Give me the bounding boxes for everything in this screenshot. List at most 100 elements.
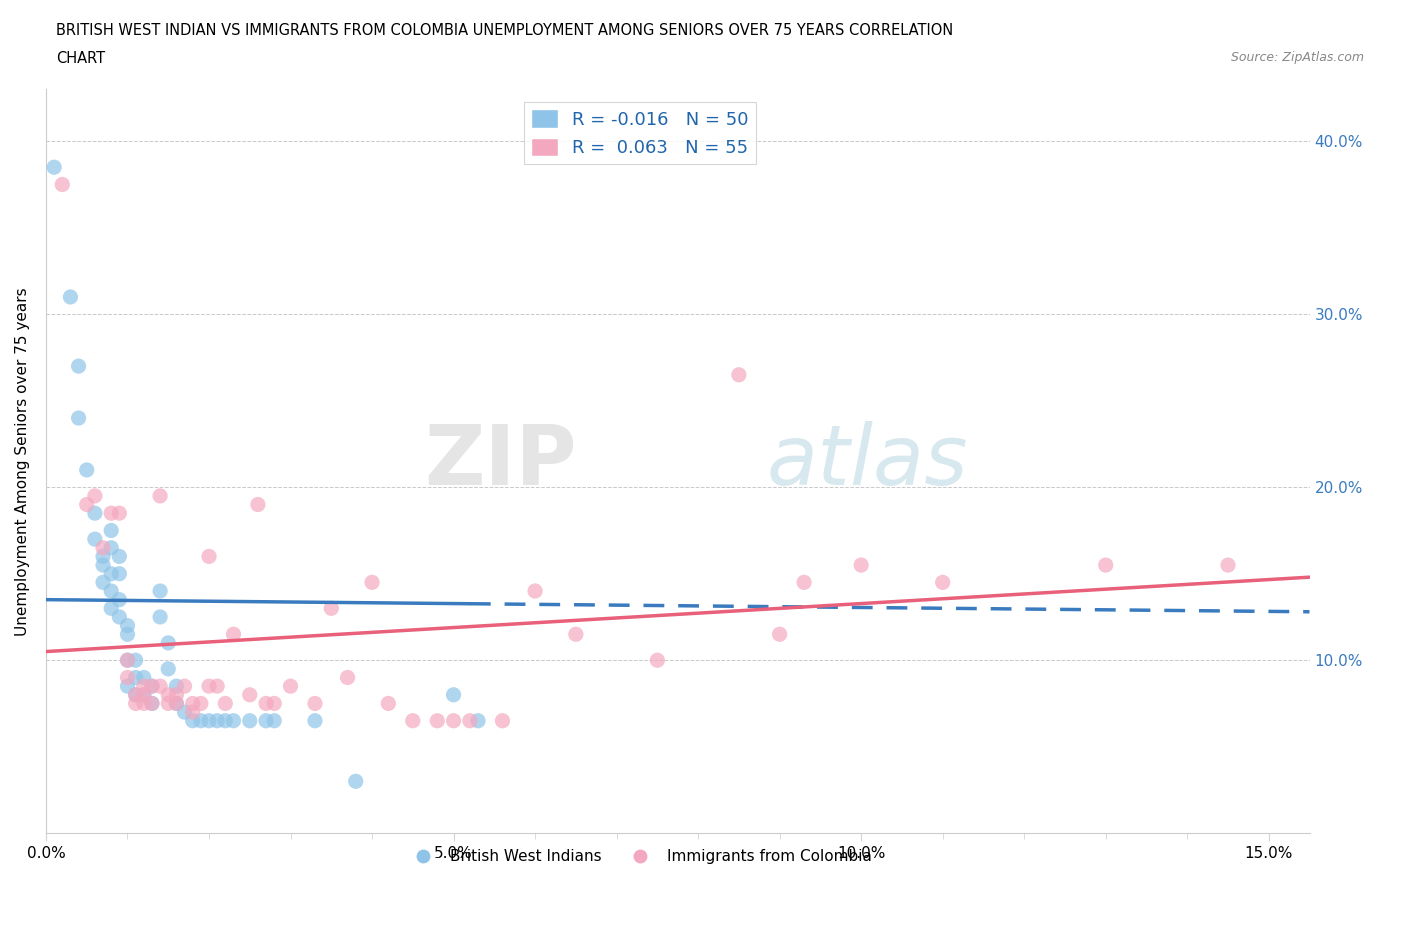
Text: Source: ZipAtlas.com: Source: ZipAtlas.com [1230, 51, 1364, 64]
Point [793, 575, 815, 590]
Point [214, 696, 236, 711]
Point [1216, 558, 1239, 573]
Point [181, 713, 204, 728]
Point [76, 498, 98, 512]
Point [491, 713, 513, 728]
Point [157, 661, 180, 676]
Point [361, 575, 384, 590]
Point [91, 549, 114, 564]
Point [769, 627, 792, 642]
Point [467, 713, 489, 728]
Point [108, 592, 131, 607]
Point [149, 679, 172, 694]
Point [647, 653, 669, 668]
Point [100, 601, 122, 616]
Point [443, 687, 465, 702]
Point [1094, 558, 1116, 573]
Text: CHART: CHART [56, 51, 105, 66]
Point [198, 679, 221, 694]
Point [246, 498, 269, 512]
Point [124, 670, 146, 684]
Point [132, 687, 155, 702]
Point [321, 601, 343, 616]
Point [214, 713, 236, 728]
Point [263, 696, 285, 711]
Point [524, 583, 547, 598]
Point [239, 687, 262, 702]
Point [91, 558, 114, 573]
Point [108, 506, 131, 521]
Point [173, 705, 195, 720]
Point [565, 627, 588, 642]
Point [377, 696, 399, 711]
Text: ZIP: ZIP [425, 420, 576, 502]
Point [132, 696, 155, 711]
Point [117, 653, 139, 668]
Point [344, 774, 367, 789]
Point [198, 549, 221, 564]
Point [165, 696, 187, 711]
Point [239, 713, 262, 728]
Point [91, 540, 114, 555]
Point [100, 583, 122, 598]
Text: BRITISH WEST INDIAN VS IMMIGRANTS FROM COLOMBIA UNEMPLOYMENT AMONG SENIORS OVER : BRITISH WEST INDIAN VS IMMIGRANTS FROM C… [56, 23, 953, 38]
Point [165, 679, 187, 694]
Point [100, 523, 122, 538]
Point [67, 411, 90, 426]
Point [931, 575, 953, 590]
Point [51, 177, 73, 192]
Point [336, 670, 359, 684]
Point [222, 713, 245, 728]
Point [83, 532, 105, 547]
Point [117, 627, 139, 642]
Point [222, 627, 245, 642]
Point [254, 696, 277, 711]
Point [141, 679, 163, 694]
Point [83, 506, 105, 521]
Point [157, 687, 180, 702]
Point [426, 713, 449, 728]
Point [280, 679, 302, 694]
Point [728, 367, 751, 382]
Point [76, 462, 98, 477]
Point [124, 696, 146, 711]
Point [198, 713, 221, 728]
Point [157, 696, 180, 711]
Point [190, 713, 212, 728]
Legend: British West Indians, Immigrants from Colombia: British West Indians, Immigrants from Co… [401, 843, 879, 870]
Point [117, 670, 139, 684]
Point [141, 696, 163, 711]
Point [100, 540, 122, 555]
Point [181, 696, 204, 711]
Point [124, 687, 146, 702]
Point [149, 488, 172, 503]
Point [165, 696, 187, 711]
Point [132, 670, 155, 684]
Point [100, 506, 122, 521]
Point [263, 713, 285, 728]
Point [443, 713, 465, 728]
Point [304, 713, 326, 728]
Y-axis label: Unemployment Among Seniors over 75 years: Unemployment Among Seniors over 75 years [15, 287, 30, 635]
Point [254, 713, 277, 728]
Point [849, 558, 872, 573]
Point [165, 687, 187, 702]
Point [108, 549, 131, 564]
Point [124, 653, 146, 668]
Point [132, 687, 155, 702]
Point [458, 713, 481, 728]
Point [402, 713, 425, 728]
Text: atlas: atlas [766, 420, 967, 502]
Point [132, 679, 155, 694]
Point [108, 566, 131, 581]
Point [157, 635, 180, 650]
Point [67, 359, 90, 374]
Point [141, 679, 163, 694]
Point [149, 609, 172, 624]
Point [42, 160, 65, 175]
Point [124, 687, 146, 702]
Point [205, 713, 228, 728]
Point [117, 679, 139, 694]
Point [83, 488, 105, 503]
Point [304, 696, 326, 711]
